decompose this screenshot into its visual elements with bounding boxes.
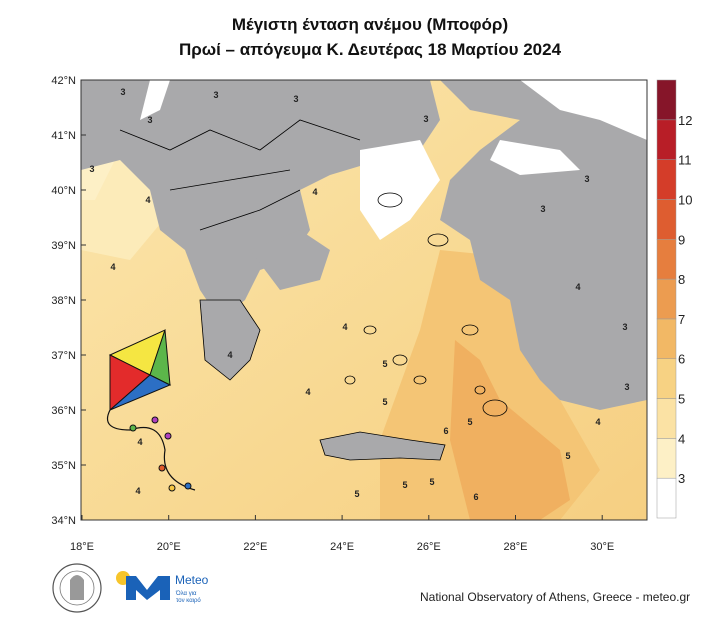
contour-label: 5 bbox=[382, 359, 387, 369]
colorbar-label: 4 bbox=[678, 431, 685, 446]
contour-label: 4 bbox=[145, 195, 150, 205]
lat-label: 40°N bbox=[51, 185, 76, 197]
colorbar: 3 4 5 6 7 8 9 10 11 12 bbox=[656, 79, 692, 519]
contour-label: 4 bbox=[575, 282, 580, 292]
colorbar-label: 10 bbox=[678, 192, 692, 207]
lon-label: 20°E bbox=[157, 541, 181, 553]
colorbar-swatch bbox=[656, 239, 677, 280]
contour-label: 5 bbox=[354, 489, 359, 499]
colorbar-swatch bbox=[656, 119, 677, 160]
contour-label: 3 bbox=[293, 94, 298, 104]
colorbar-label: 3 bbox=[678, 471, 685, 486]
axes: 42°N 41°N 40°N 39°N 38°N 37°N 36°N 35°N 34°N 18°E… bbox=[51, 75, 614, 553]
contour-label: 4 bbox=[595, 417, 600, 427]
colorbar-swatch bbox=[656, 79, 677, 121]
colorbar-swatch bbox=[656, 477, 677, 519]
noa-logo bbox=[52, 563, 102, 613]
land-balkans bbox=[81, 80, 440, 320]
colorbar-swatch bbox=[656, 159, 677, 200]
calm-north-aegean bbox=[360, 140, 440, 240]
calm-north-east bbox=[520, 80, 647, 140]
contour-label: 3 bbox=[622, 322, 627, 332]
lon-label: 30°E bbox=[590, 541, 614, 553]
colorbar-label: 8 bbox=[678, 272, 685, 287]
lon-label: 18°E bbox=[70, 541, 94, 553]
credit: National Observatory of Athens, Greece -… bbox=[420, 590, 690, 604]
colorbar-swatch bbox=[656, 318, 677, 359]
contour-label: 6 bbox=[473, 492, 478, 502]
contour-label: 5 bbox=[382, 397, 387, 407]
contour-label: 3 bbox=[423, 114, 428, 124]
land-peloponnese bbox=[200, 300, 260, 380]
lon-label: 24°E bbox=[330, 541, 354, 553]
contour-label: 6 bbox=[443, 426, 448, 436]
calm-adriatic bbox=[140, 80, 170, 120]
lon-label: 26°E bbox=[417, 541, 441, 553]
lat-label: 37°N bbox=[51, 350, 76, 362]
contour-label: 3 bbox=[584, 174, 589, 184]
land-central-greece bbox=[250, 230, 330, 290]
colorbar-label: 7 bbox=[678, 312, 685, 327]
brand: Meteo bbox=[175, 573, 209, 587]
colorbar-label: 6 bbox=[678, 352, 685, 367]
land-turkey bbox=[440, 80, 647, 410]
title: Μέγιστη ένταση ανέμου (Μποφόρ) bbox=[232, 15, 508, 34]
lon-label: 22°E bbox=[243, 541, 267, 553]
contour-label: 3 bbox=[213, 90, 218, 100]
tagline: τον καιρό bbox=[176, 597, 201, 604]
colorbar-swatch bbox=[656, 278, 677, 320]
contour-label: 5 bbox=[402, 480, 407, 490]
kite bbox=[106, 329, 196, 492]
colorbar-label: 9 bbox=[678, 232, 685, 247]
coastline bbox=[199, 299, 446, 461]
lat-label: 42°N bbox=[51, 75, 76, 87]
contour-label: 3 bbox=[540, 204, 545, 214]
islands bbox=[344, 192, 508, 417]
tagline: Όλα για bbox=[175, 591, 197, 597]
lat-label: 34°N bbox=[51, 515, 76, 527]
colorbar-label: 11 bbox=[678, 153, 692, 168]
contour-label: 4 bbox=[110, 262, 115, 272]
colorbar-label: 12 bbox=[678, 113, 692, 128]
map-field: 3 3 3 3 3 4 4 4 4 5 5 6 6 5 4 3 5 5 4 4 4 3 3 4 3 5 5 4 3 bbox=[81, 80, 647, 520]
contour-label: 3 bbox=[120, 87, 125, 97]
lat-label: 39°N bbox=[51, 240, 76, 252]
contour-label: 5 bbox=[429, 477, 434, 487]
contour-label: 4 bbox=[305, 387, 310, 397]
contour-label: 3 bbox=[147, 115, 152, 125]
lon-label: 28°E bbox=[504, 541, 528, 553]
contour-label: 4 bbox=[137, 437, 142, 447]
lat-label: 41°N bbox=[51, 130, 76, 142]
contour-label: 4 bbox=[342, 322, 347, 332]
borders bbox=[119, 119, 361, 231]
land-crete bbox=[320, 432, 445, 460]
contour-label: 4 bbox=[312, 187, 317, 197]
contour-label: 5 bbox=[467, 417, 472, 427]
colorbar-swatch bbox=[656, 199, 677, 240]
contour-label: 3 bbox=[89, 164, 94, 174]
contour-label: 4 bbox=[135, 486, 140, 496]
contour-label: 5 bbox=[565, 451, 570, 461]
contour-labels: 3 3 3 3 3 4 4 4 4 5 5 6 6 5 4 3 5 5 4 4 4 3 3 4 3 5 5 4 3 bbox=[89, 87, 629, 502]
band-7 bbox=[450, 340, 570, 520]
lat-label: 35°N bbox=[51, 460, 76, 472]
colorbar-swatch bbox=[656, 398, 677, 439]
subtitle: Πρωί – απόγευμα Κ. Δευτέρας 18 Μαρτίου 2… bbox=[179, 40, 562, 59]
calm-marmara bbox=[490, 140, 580, 175]
colorbar-swatch bbox=[656, 358, 677, 399]
meteo-logo: Meteo Όλα για τον καιρό bbox=[116, 571, 209, 604]
colorbar-swatch bbox=[656, 438, 677, 479]
contour-label: 4 bbox=[227, 350, 232, 360]
colorbar-label: 5 bbox=[678, 392, 685, 407]
lat-label: 38°N bbox=[51, 295, 76, 307]
contour-label: 3 bbox=[624, 382, 629, 392]
lat-label: 36°N bbox=[51, 405, 76, 417]
